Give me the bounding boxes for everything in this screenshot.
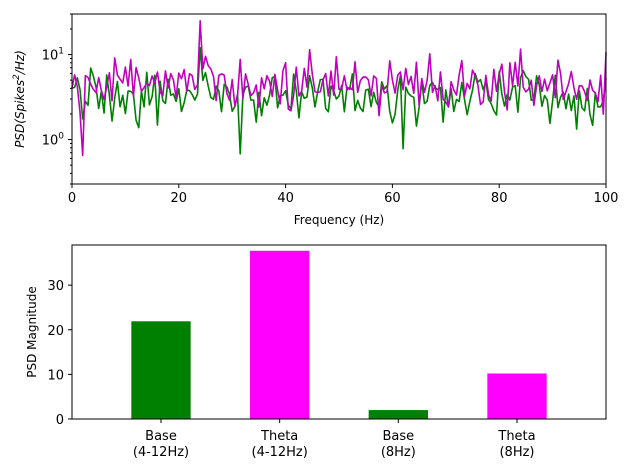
bar-y-tick-label: 0	[56, 413, 64, 428]
bar-4	[487, 373, 547, 419]
psd-x-tick-label: 0	[68, 191, 76, 206]
psd-x-ticks: 0 20 40 60 80 100	[68, 184, 619, 206]
psd-line-chart: 0 20 40 60 80 100 100 101 Frequency (Hz) PSD(S…	[12, 13, 619, 227]
bar-category-sublabel: (4-12Hz)	[133, 445, 189, 460]
psd-bar-chart: Base(4-12Hz)Theta(4-12Hz)Base(8Hz)Theta(…	[25, 244, 607, 460]
bar-category-label: Base	[383, 429, 415, 444]
bar-plot-frame	[71, 244, 607, 420]
psd-bars-group	[131, 250, 547, 419]
bar-category-sublabel: (4-12Hz)	[252, 445, 308, 460]
bar-category-label: Base	[145, 429, 177, 444]
bar-x-ticks: Base(4-12Hz)Theta(4-12Hz)Base(8Hz)Theta(…	[133, 419, 536, 460]
psd-x-tick-label: 80	[491, 191, 508, 206]
psd-series-line-1	[71, 46, 607, 155]
bar-category-label: Theta	[497, 429, 535, 444]
psd-x-axis-label: Frequency (Hz)	[294, 213, 385, 227]
psd-y-tick-label: 100	[42, 132, 65, 149]
bar-y-axis-label: PSD Magnitude	[25, 286, 39, 377]
psd-y-axis-label-superscript: 2	[12, 74, 22, 80]
bar-3	[368, 410, 428, 419]
psd-y-axis-label: PSD(Spikes2/Hz)	[12, 50, 27, 148]
psd-x-tick-label: 40	[277, 191, 294, 206]
bar-y-tick-label: 30	[47, 279, 64, 294]
psd-x-tick-label: 60	[384, 191, 401, 206]
bar-y-ticks: 0 10 20 30	[47, 279, 72, 428]
bar-category-label: Theta	[260, 429, 298, 444]
bar-category-sublabel: (8Hz)	[499, 445, 534, 460]
bar-y-tick-label: 10	[47, 368, 64, 383]
psd-x-tick-label: 100	[594, 191, 619, 206]
psd-y-tick-label: 101	[42, 47, 64, 64]
bar-1	[131, 321, 191, 419]
bar-2	[250, 250, 310, 419]
psd-series-line-2	[71, 20, 607, 157]
psd-series-group	[71, 20, 607, 157]
bar-category-sublabel: (8Hz)	[381, 445, 416, 460]
psd-y-ticks: 100 101	[42, 13, 72, 185]
bar-y-tick-label: 20	[47, 324, 64, 339]
psd-x-tick-label: 20	[171, 191, 188, 206]
